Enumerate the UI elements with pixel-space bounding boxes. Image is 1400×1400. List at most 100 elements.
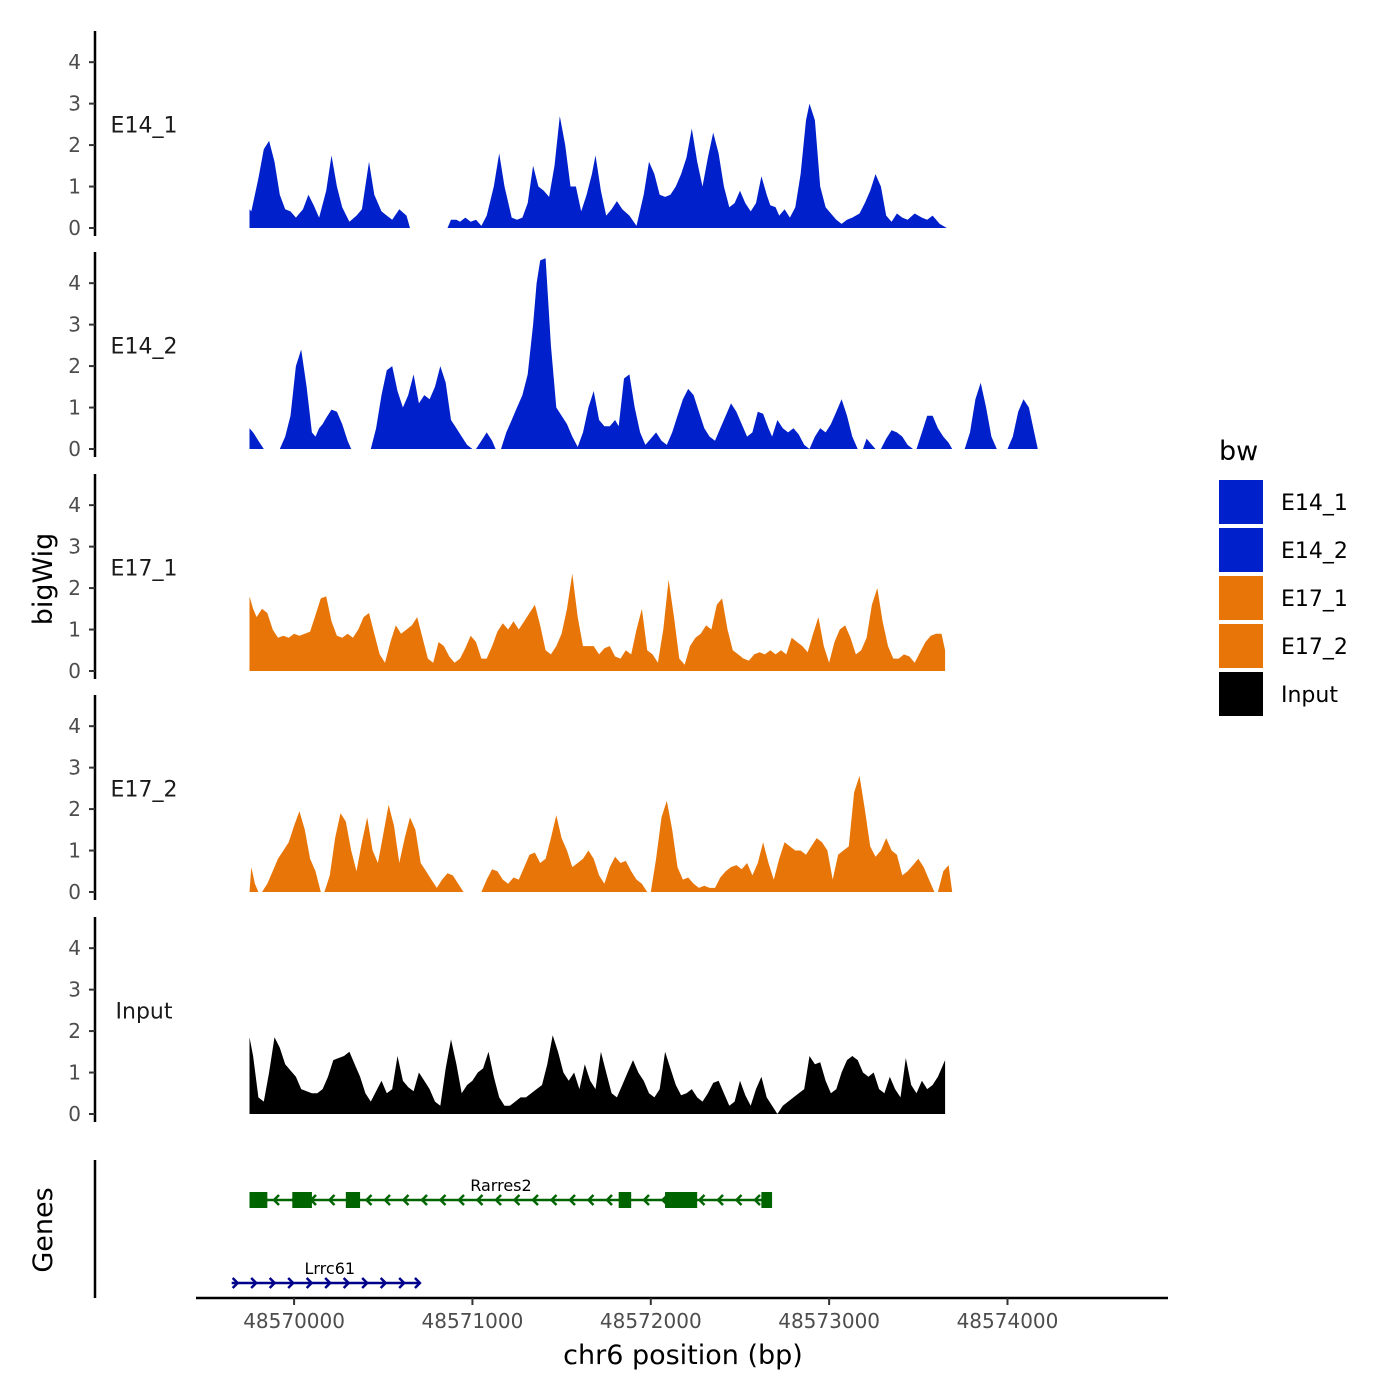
- strand-chevron: [531, 1194, 539, 1206]
- strand-chevron: [697, 1194, 706, 1206]
- legend-swatch-E17_1: [1219, 576, 1263, 620]
- y-tick-label: 3: [68, 535, 81, 559]
- strand-chevron: [586, 1194, 595, 1206]
- strand-chevron: [605, 1194, 613, 1206]
- y-tick-label: 1: [68, 1061, 81, 1085]
- x-tick-label: 48573000: [778, 1309, 880, 1333]
- track-label-Input: Input: [116, 1000, 173, 1025]
- strand-chevron: [361, 1277, 369, 1289]
- track-E14_1: 0 1 2 3 4 E14_1: [68, 31, 947, 240]
- gene-Lrrc61: Lrrc61: [231, 1259, 422, 1289]
- strand-chevron: [512, 1194, 521, 1206]
- track-Input: 0 1 2 3 4 Input: [68, 917, 946, 1126]
- strand-chevron: [398, 1277, 406, 1289]
- y-axis-title: bigWig: [28, 533, 59, 626]
- legend-label-E17_1: E17_1: [1281, 587, 1348, 612]
- exon-Rarres2: [665, 1192, 698, 1208]
- legend: bw E14_1 E14_2 E17_1 E17_2 Input: [1219, 436, 1348, 716]
- legend-label-E14_1: E14_1: [1281, 491, 1348, 516]
- y-tick-label: 2: [68, 797, 81, 821]
- strand-chevron: [734, 1194, 743, 1206]
- track-label-E17_1: E17_1: [111, 557, 178, 582]
- y-tick-label: 2: [68, 354, 81, 378]
- legend-title: bw: [1219, 436, 1258, 467]
- strand-chevron: [287, 1277, 295, 1289]
- strand-chevron: [231, 1277, 240, 1289]
- strand-chevron: [475, 1194, 484, 1206]
- x-tick-label: 48570000: [243, 1309, 345, 1333]
- exon-Rarres2: [618, 1192, 632, 1208]
- signal-area-Input: [249, 1035, 946, 1114]
- legend-label-Input: Input: [1281, 683, 1338, 708]
- strand-chevron: [457, 1194, 465, 1206]
- y-tick-label: 0: [68, 659, 81, 683]
- strand-chevron: [642, 1194, 650, 1206]
- x-axis: 48570000 48571000 48572000 48573000 48574000: [196, 1296, 1168, 1333]
- strand-chevron: [568, 1194, 576, 1206]
- y-tick-label: 0: [68, 216, 81, 240]
- y-tick-label: 4: [68, 493, 81, 517]
- y-tick-label: 0: [68, 1102, 81, 1126]
- strand-chevron: [716, 1194, 724, 1206]
- genes-axis-title: Genes: [28, 1187, 59, 1272]
- exon-Rarres2: [249, 1192, 268, 1208]
- strand-chevron: [272, 1194, 280, 1206]
- y-tick-label: 1: [68, 396, 81, 420]
- y-tick-label: 3: [68, 756, 81, 780]
- y-tick-label: 0: [68, 880, 81, 904]
- strand-chevron: [438, 1194, 447, 1206]
- track-E17_2: 0 1 2 3 4 E17_2: [68, 695, 953, 904]
- legend-swatch-Input: [1219, 672, 1263, 716]
- strand-chevron: [327, 1194, 336, 1206]
- strand-chevron: [250, 1277, 258, 1289]
- strand-chevron: [383, 1194, 391, 1206]
- y-tick-label: 3: [68, 978, 81, 1002]
- y-tick-label: 4: [68, 271, 81, 295]
- track-E17_1: 0 1 2 3 4 E17_1: [68, 474, 946, 683]
- strand-chevron: [305, 1277, 314, 1289]
- y-tick-label: 0: [68, 437, 81, 461]
- gene-label-Lrrc61: Lrrc61: [304, 1259, 355, 1278]
- signal-area-E17_1: [249, 573, 946, 671]
- legend-swatch-E17_2: [1219, 624, 1263, 668]
- legend-swatch-E14_2: [1219, 528, 1263, 572]
- track-label-E14_2: E14_2: [111, 335, 178, 360]
- strand-chevron: [364, 1194, 373, 1206]
- signal-area-E17_2: [249, 775, 953, 892]
- x-tick-label: 48572000: [600, 1309, 702, 1333]
- y-tick-label: 3: [68, 92, 81, 116]
- legend-label-E14_2: E14_2: [1281, 539, 1348, 564]
- x-axis-title: chr6 position (bp): [563, 1340, 803, 1371]
- genes-panel: Rarres2 Lrrc61: [93, 1160, 773, 1298]
- exon-Rarres2: [345, 1192, 361, 1208]
- y-tick-label: 1: [68, 839, 81, 863]
- gene-Rarres2: Rarres2: [249, 1176, 773, 1208]
- legend-swatch-E14_1: [1219, 480, 1263, 524]
- y-tick-label: 2: [68, 1019, 81, 1043]
- track-label-E14_1: E14_1: [111, 114, 178, 139]
- strand-end-chevron: [414, 1277, 422, 1289]
- strand-chevron: [268, 1277, 277, 1289]
- strand-chevron: [420, 1194, 428, 1206]
- strand-chevron: [401, 1194, 410, 1206]
- exon-Rarres2: [292, 1192, 312, 1208]
- strand-chevron: [549, 1194, 558, 1206]
- strand-chevron: [342, 1277, 351, 1289]
- signal-area-E14_1: [249, 103, 947, 228]
- legend-label-E17_2: E17_2: [1281, 635, 1348, 660]
- x-tick-label: 48571000: [422, 1309, 524, 1333]
- signal-tracks: 0 1 2 3 4 E14_1 0 1 2 3 4 E14_2 0 1 2 3 4 E17_1 0 1 2 3 4 E17_2…: [68, 31, 1038, 1126]
- y-tick-label: 2: [68, 133, 81, 157]
- y-tick-label: 4: [68, 936, 81, 960]
- y-tick-label: 1: [68, 618, 81, 642]
- x-tick-label: 48574000: [957, 1309, 1059, 1333]
- y-tick-label: 1: [68, 175, 81, 199]
- track-E14_2: 0 1 2 3 4 E14_2: [68, 252, 1038, 461]
- strand-chevron: [753, 1194, 761, 1206]
- strand-chevron: [379, 1277, 388, 1289]
- exon-Rarres2: [761, 1192, 773, 1208]
- y-tick-label: 4: [68, 50, 81, 74]
- y-tick-label: 2: [68, 576, 81, 600]
- track-label-E17_2: E17_2: [111, 778, 178, 803]
